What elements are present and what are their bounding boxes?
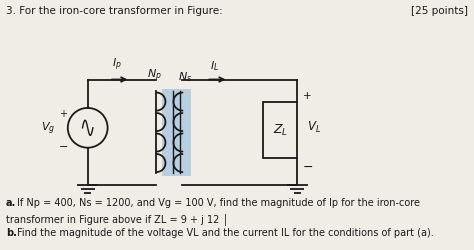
Text: +: + (59, 108, 67, 118)
Text: transformer in Figure above if ZL = 9 + j 12 │: transformer in Figure above if ZL = 9 + … (6, 212, 228, 224)
Bar (162, 90, 191, 176)
Bar (263, 102, 297, 158)
Text: $I_L$: $I_L$ (210, 59, 219, 73)
Text: $I_p$: $I_p$ (112, 56, 122, 73)
Text: 3. For the iron-core transformer in Figure:: 3. For the iron-core transformer in Figu… (6, 6, 222, 16)
Text: $Z_L$: $Z_L$ (273, 123, 288, 138)
Text: $N_s$: $N_s$ (178, 70, 192, 84)
Text: $V_L$: $V_L$ (307, 120, 321, 135)
Text: Find the magnitude of the voltage VL and the current IL for the conditions of pa: Find the magnitude of the voltage VL and… (17, 227, 433, 237)
Text: a.: a. (6, 197, 16, 207)
Text: $V_g$: $V_g$ (41, 120, 55, 136)
Text: −: − (303, 160, 313, 173)
Text: −: − (58, 141, 68, 151)
Text: b.: b. (6, 227, 17, 237)
Text: +: + (303, 91, 311, 101)
Text: $N_p$: $N_p$ (146, 67, 162, 84)
Text: If Np = 400, Ns = 1200, and Vg = 100 V, find the magnitude of Ip for the iron-co: If Np = 400, Ns = 1200, and Vg = 100 V, … (17, 197, 419, 207)
Text: [25 points]: [25 points] (411, 6, 468, 16)
